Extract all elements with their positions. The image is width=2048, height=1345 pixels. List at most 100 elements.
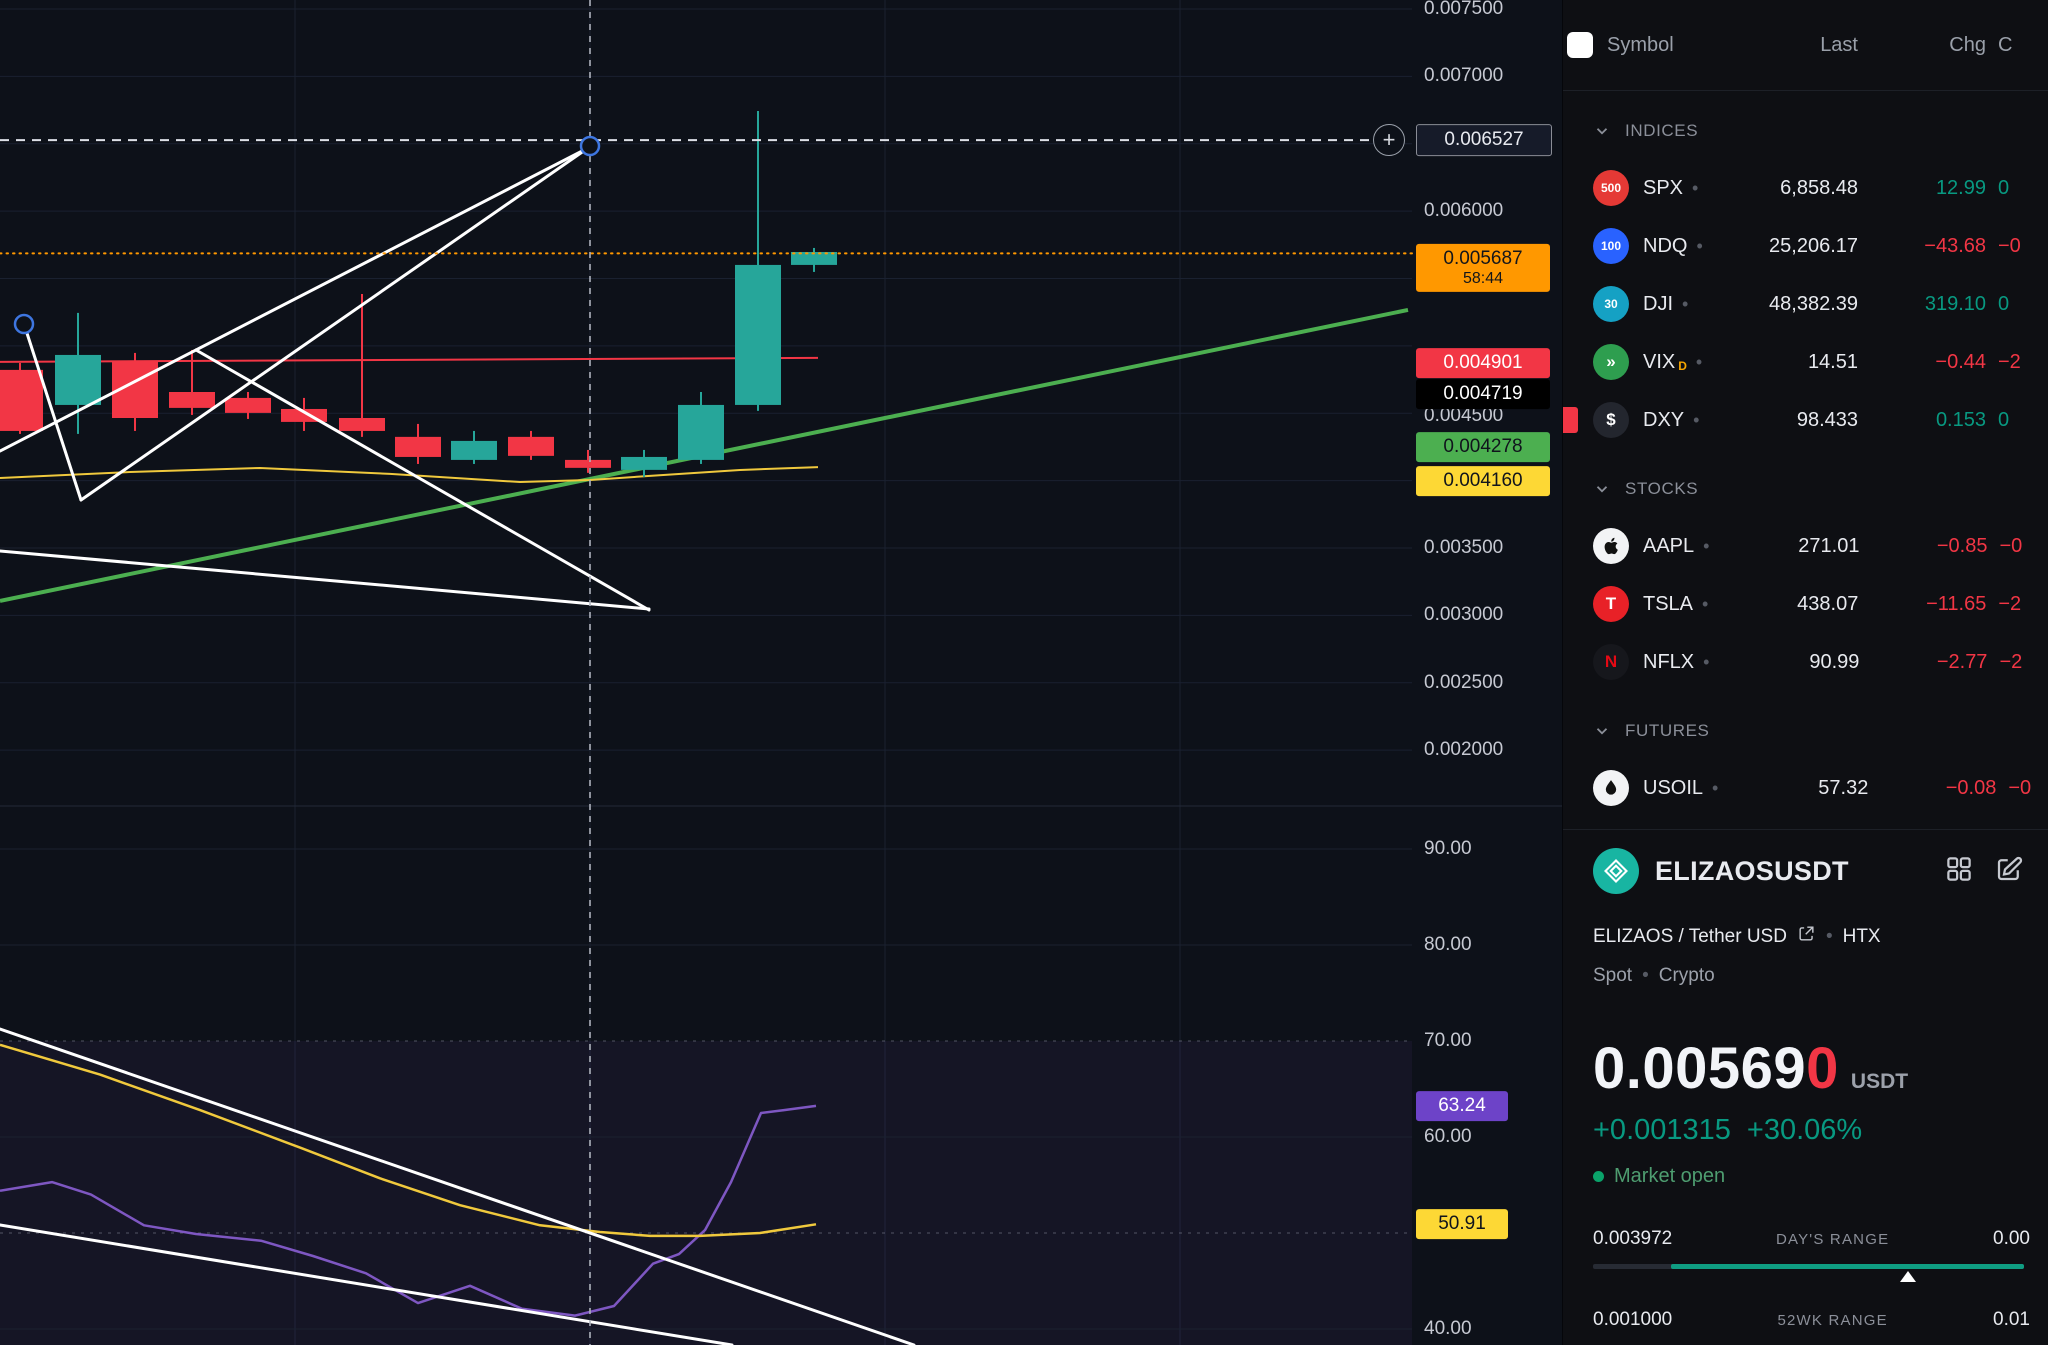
watchlist-row-dji[interactable]: 30 DJI • 48,382.39 319.10 0: [1563, 275, 2048, 333]
watchlist-logo-icon: [1567, 32, 1593, 58]
symbol-name: NFLX •: [1643, 650, 1710, 673]
day-range-row: 0.003972 DAY'S RANGE 0.00: [1593, 1228, 2030, 1250]
column-header-chg[interactable]: Chg: [1949, 33, 1986, 56]
watchlist-section-indices[interactable]: INDICES: [1563, 103, 2048, 159]
edit-icon[interactable]: [1994, 854, 2024, 889]
symbol-name: NDQ •: [1643, 234, 1703, 257]
price-change: +0.001315 +30.06%: [1593, 1114, 2024, 1147]
change-value: 0.153: [1935, 408, 1986, 431]
column-header-last[interactable]: Last: [1820, 33, 1858, 56]
day-range-slider: [1593, 1264, 2024, 1282]
watchlist-panel: Symbol Last Chg C INDICES 500 SPX • 6,858.48…: [1562, 0, 2048, 1345]
change-value: −0.08: [1945, 776, 1997, 799]
separator-dot: •: [1642, 965, 1649, 986]
change-value: −0.44: [1935, 350, 1986, 373]
52wk-range-low: 0.001000: [1593, 1309, 1673, 1330]
last-price: 48,382.39: [1769, 292, 1858, 315]
elizaos-logo-icon: [1593, 848, 1639, 894]
last-price-row: 0.00569 0 USDT: [1593, 1035, 2024, 1102]
separator-dot: •: [1825, 925, 1833, 947]
chart-area[interactable]: 0.007500 0.007000 0.006000 0.004500 0.003500…: [0, 0, 1562, 1345]
watchlist-row-usoil[interactable]: USOIL • 57.32 −0.08 −0: [1563, 759, 2048, 817]
symbol-name: DJI •: [1643, 292, 1689, 315]
last-price: 271.01: [1798, 534, 1860, 557]
change-percent-clipped: −2: [1998, 350, 2021, 373]
market-status: Market open: [1593, 1165, 2024, 1188]
52wk-range-label: 52WK RANGE: [1777, 1312, 1888, 1329]
column-header-chg-pct: C: [1998, 33, 2013, 56]
quote-currency: USDT: [1850, 1070, 1909, 1093]
dxy-logo-icon: $: [1593, 402, 1629, 438]
change-percent-clipped: 0: [1998, 176, 2010, 199]
last-price: 57.32: [1818, 776, 1869, 799]
change-percent-clipped: −2: [1999, 650, 2023, 673]
last-price: 0.00569: [1593, 1036, 1807, 1101]
watchlist-section-futures[interactable]: FUTURES: [1563, 703, 2048, 759]
watchlist-row-vix[interactable]: » VIX D • 14.51 −0.44 −2: [1563, 333, 2048, 391]
change-absolute: +0.001315: [1593, 1114, 1731, 1146]
market-status-text: Market open: [1614, 1165, 1726, 1187]
change-value: −2.77: [1936, 650, 1988, 673]
change-percent-clipped: −2: [1998, 592, 2022, 615]
last-price: 98.433: [1796, 408, 1858, 431]
flag-marker-icon: [1563, 407, 1578, 433]
market-open-dot-icon: [1593, 1171, 1604, 1182]
change-percent: +30.06%: [1746, 1114, 1863, 1146]
symbol-name: VIX D •: [1643, 350, 1703, 373]
change-value: 319.10: [1924, 292, 1986, 315]
last-price: 438.07: [1797, 592, 1859, 615]
last-price-tick-digit: 0: [1806, 1036, 1839, 1101]
dji-logo-icon: 30: [1593, 286, 1629, 322]
column-header-symbol[interactable]: Symbol: [1607, 33, 1674, 56]
vix-logo-icon: »: [1593, 344, 1629, 380]
change-value: −0.85: [1936, 534, 1988, 557]
pair-name: ELIZAOS / Tether USD: [1593, 925, 1787, 947]
watchlist-header: Symbol Last Chg C: [1563, 0, 2048, 91]
day-range-high: 0.00: [1993, 1228, 2030, 1249]
symbol-detail-panel: ELIZAOSUSDT ELIZAOS / Tether USD • HTX: [1563, 829, 2048, 1345]
change-value: −11.65: [1926, 592, 1987, 615]
ndq-logo-icon: 100: [1593, 228, 1629, 264]
day-range-fill: [1670, 1264, 2024, 1269]
watchlist-row-aapl[interactable]: AAPL • 271.01 −0.85 −0: [1563, 517, 2048, 575]
day-range-low: 0.003972: [1593, 1228, 1673, 1249]
52wk-range-row: 0.001000 52WK RANGE 0.01: [1593, 1309, 2030, 1331]
change-percent-clipped: 0: [1998, 408, 2010, 431]
plus-icon: +: [1382, 127, 1396, 152]
last-price: 90.99: [1809, 650, 1860, 673]
spx-logo-icon: 500: [1593, 170, 1629, 206]
52wk-range-high: 0.01: [1993, 1309, 2030, 1330]
symbol-title: ELIZAOSUSDT: [1655, 855, 1849, 886]
nflx-logo-icon: N: [1593, 644, 1629, 680]
change-percent-clipped: −0: [1999, 534, 2023, 557]
asset-class: Crypto: [1658, 965, 1715, 986]
day-range-label: DAY'S RANGE: [1775, 1231, 1890, 1248]
day-range-marker-icon: [1899, 1271, 1916, 1282]
price-chart-canvas[interactable]: [0, 0, 1562, 1345]
watchlist-row-spx[interactable]: 500 SPX • 6,858.48 12.99 0: [1563, 159, 2048, 217]
watchlist-row-dxy[interactable]: $ DXY • 98.433 0.153 0: [1563, 391, 2048, 449]
watchlist-section-stocks[interactable]: STOCKS: [1563, 461, 2048, 517]
watchlist-row-tsla[interactable]: T TSLA • 438.07 −11.65 −2: [1563, 575, 2048, 633]
last-price: 25,206.17: [1769, 234, 1858, 257]
tsla-logo-icon: T: [1593, 586, 1629, 622]
grid-layout-icon[interactable]: [1944, 854, 1974, 889]
last-price: 14.51: [1807, 350, 1858, 373]
symbol-name: DXY •: [1643, 408, 1700, 431]
change-percent-clipped: −0: [1998, 234, 2021, 257]
symbol-name: SPX •: [1643, 176, 1699, 199]
external-link-icon[interactable]: [1797, 924, 1816, 949]
change-percent-clipped: 0: [1998, 292, 2010, 315]
watchlist-row-nflx[interactable]: N NFLX • 90.99 −2.77 −2: [1563, 633, 2048, 691]
symbol-name: AAPL •: [1643, 534, 1710, 557]
change-percent-clipped: −0: [2008, 776, 2032, 799]
add-alert-button[interactable]: +: [1373, 124, 1405, 156]
change-value: 12.99: [1935, 176, 1986, 199]
aapl-logo-icon: [1593, 528, 1629, 564]
change-value: −43.68: [1924, 234, 1986, 257]
usoil-logo-icon: [1593, 770, 1629, 806]
exchange-name[interactable]: HTX: [1842, 925, 1881, 947]
symbol-name: TSLA •: [1643, 592, 1709, 615]
watchlist-row-ndq[interactable]: 100 NDQ • 25,206.17 −43.68 −0: [1563, 217, 2048, 275]
